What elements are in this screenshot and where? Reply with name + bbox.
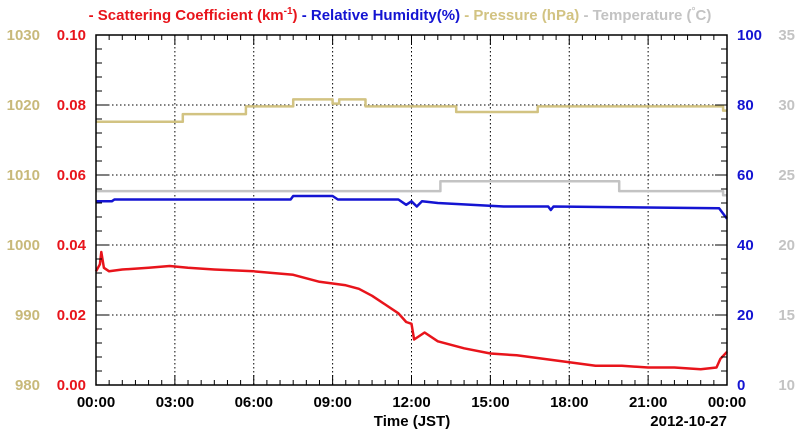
x-tick-label: 12:00 xyxy=(392,394,430,411)
legend-entry-scattering: - Scattering Coefficient (km xyxy=(89,7,284,24)
y-tick-label-temperature: 25 xyxy=(778,167,795,184)
y-tick-label-pressure: 1000 xyxy=(7,237,40,254)
y-tick-label-pressure: 990 xyxy=(15,307,40,324)
tick-marks xyxy=(95,34,728,386)
y-tick-label-scattering: 0.08 xyxy=(57,97,86,114)
y-tick-label-pressure: 1030 xyxy=(7,27,40,44)
legend-entry-temperature: - Temperature ( xyxy=(579,7,691,24)
series-line-scattering xyxy=(94,250,728,371)
y-tick-label-temperature: 35 xyxy=(778,27,795,44)
legend-entry-pressure: - Pressure (hPa) xyxy=(460,7,579,24)
y-tick-label-temperature: 30 xyxy=(778,97,795,114)
x-tick-label: 15:00 xyxy=(471,394,509,411)
y-tick-label-scattering: 0.06 xyxy=(57,167,86,184)
y-tick-label-scattering: 0.00 xyxy=(57,377,86,394)
y-tick-label-scattering: 0.10 xyxy=(57,27,86,44)
series-line-pressure xyxy=(96,98,727,124)
y-tick-label-temperature: 20 xyxy=(778,237,795,254)
x-tick-label: 00:00 xyxy=(77,394,115,411)
y-tick-label-pressure: 980 xyxy=(15,377,40,394)
x-tick-label: 00:00 xyxy=(708,394,746,411)
x-tick-label: 18:00 xyxy=(550,394,588,411)
series-layer xyxy=(94,98,728,371)
legend-entry-humidity: - Relative Humidity(%) xyxy=(298,7,461,24)
y-tick-label-scattering: 0.04 xyxy=(57,237,87,254)
y-tick-label-humidity: 40 xyxy=(737,237,754,254)
legend-superscript: ° xyxy=(692,6,696,17)
legend-suffix: ) xyxy=(293,7,298,24)
y-tick-label-scattering: 0.02 xyxy=(57,307,86,324)
series-line-temperature xyxy=(96,180,727,197)
legend: - Scattering Coefficient (km-1) - Relati… xyxy=(89,6,712,24)
series-line-humidity xyxy=(96,194,728,220)
x-tick-label: 09:00 xyxy=(313,394,351,411)
y-tick-label-pressure: 1010 xyxy=(7,167,40,184)
legend-text: - Scattering Coefficient (km-1) - Relati… xyxy=(89,6,712,24)
y-tick-label-temperature: 10 xyxy=(778,377,795,394)
y-tick-label-humidity: 100 xyxy=(737,27,762,44)
x-tick-label: 03:00 xyxy=(156,394,194,411)
y-tick-label-humidity: 60 xyxy=(737,167,754,184)
grid xyxy=(96,35,727,385)
date-label: 2012-10-27 xyxy=(650,413,727,430)
y-tick-label-temperature: 15 xyxy=(778,307,795,324)
legend-superscript: -1 xyxy=(284,6,293,17)
y-tick-label-humidity: 20 xyxy=(737,307,754,324)
x-tick-label: 06:00 xyxy=(235,394,273,411)
x-tick-label: 21:00 xyxy=(629,394,667,411)
y-tick-label-pressure: 1020 xyxy=(7,97,40,114)
legend-suffix: C) xyxy=(696,7,712,24)
x-axis-label: Time (JST) xyxy=(374,413,450,430)
y-tick-label-humidity: 80 xyxy=(737,97,754,114)
y-tick-label-humidity: 0 xyxy=(737,377,745,394)
tick-labels: 00:00 03:00 06:00 09:00 12:00 15:00 18:00 21:00… xyxy=(7,27,795,411)
